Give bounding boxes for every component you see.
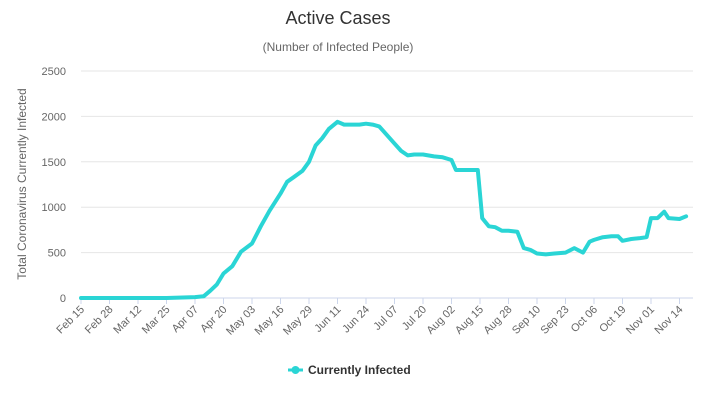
x-tick-label: Aug 28: [481, 304, 514, 337]
x-tick-label: May 16: [253, 304, 287, 338]
x-tick-label: Mar 25: [140, 304, 173, 337]
x-tick-label: Jul 07: [371, 304, 400, 333]
y-axis-title: Total Coronavirus Currently Infected: [15, 88, 29, 279]
grid: [81, 70, 693, 299]
legend-label[interactable]: Currently Infected: [308, 363, 411, 377]
x-tick-label: Jun 11: [312, 304, 343, 335]
y-tick-label: 500: [48, 248, 66, 260]
legend-swatch-marker[interactable]: [291, 366, 300, 374]
x-tick-label: Mar 12: [111, 304, 144, 337]
x-tick-label: Oct 06: [569, 304, 600, 335]
series-line-currently-infected[interactable]: [79, 119, 689, 300]
chart-title: Active Cases: [285, 8, 390, 28]
x-tick-label: Sep 10: [510, 304, 543, 337]
chart-subtitle: (Number of Infected People): [263, 40, 414, 54]
x-tick-label: May 03: [224, 304, 258, 338]
y-tick-label: 2500: [42, 66, 66, 78]
y-tick-label: 0: [60, 293, 66, 305]
x-tick-label: Apr 07: [170, 304, 201, 335]
x-tick-label: Aug 02: [424, 304, 457, 337]
series-group: [79, 119, 689, 300]
y-tick-label: 2000: [42, 111, 66, 123]
x-tick-label: Sep 23: [538, 304, 571, 337]
y-tick-label: 1000: [42, 202, 66, 214]
y-axis-ticks: 0 500 1000 1500 2000 2500: [42, 66, 66, 305]
legend[interactable]: Currently Infected: [288, 363, 411, 377]
x-tick-label: Feb 28: [83, 304, 116, 337]
x-tick-label: Nov 14: [652, 304, 685, 337]
x-tick-label: Oct 19: [597, 304, 628, 335]
x-tick-label: Jun 24: [340, 304, 372, 336]
x-tick-label: Aug 15: [453, 304, 486, 337]
x-tick-label: Feb 15: [54, 304, 87, 337]
x-tick-label: Nov 01: [624, 304, 657, 337]
y-tick-label: 1500: [42, 157, 66, 169]
x-tick-label: May 29: [281, 304, 315, 338]
